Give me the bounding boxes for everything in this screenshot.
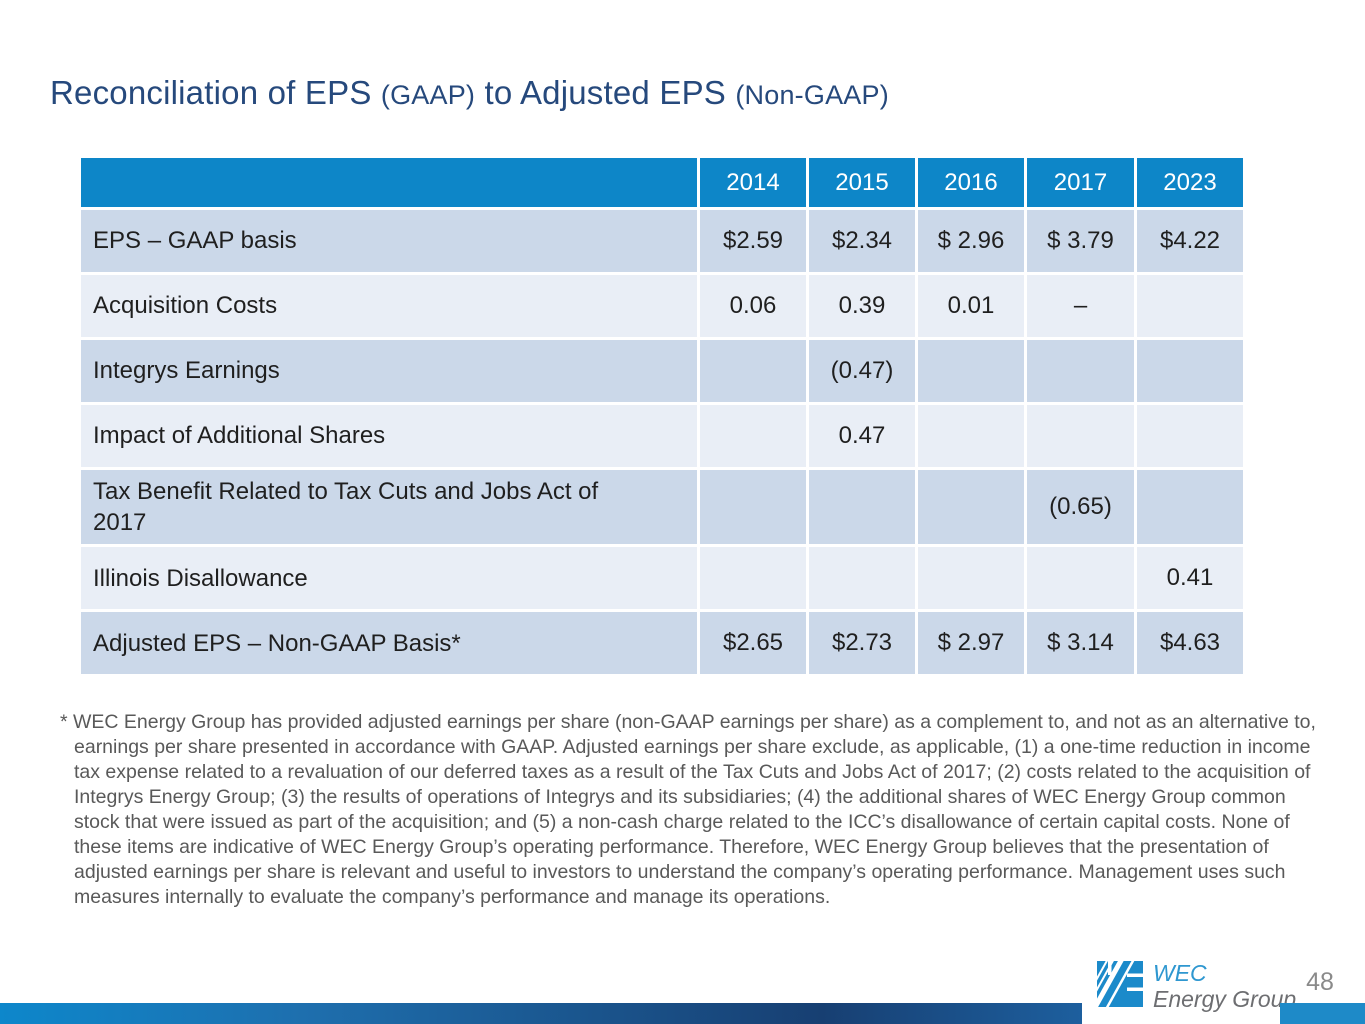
logo-text-wec: WEC xyxy=(1153,960,1207,986)
cell-value xyxy=(915,544,1027,613)
cell-value xyxy=(697,337,809,405)
cell-value: $2.65 xyxy=(697,609,809,678)
row-label: Integrys Earnings xyxy=(78,337,700,405)
header-blank-cell xyxy=(78,155,700,210)
wec-energy-group-logo: WEC Energy Group xyxy=(1078,955,1297,1014)
cell-value: $4.22 xyxy=(1134,207,1246,275)
row-label: Illinois Disallowance xyxy=(78,544,700,613)
table-row: Adjusted EPS – Non-GAAP Basis* $2.65 $2.73… xyxy=(78,609,1246,678)
logo-text-energy-group: Energy Group xyxy=(1153,986,1297,1012)
cell-value xyxy=(806,466,918,548)
column-header-2016: 2016 xyxy=(915,155,1027,210)
cell-value xyxy=(915,337,1027,405)
table-row: Tax Benefit Related to Tax Cuts and Jobs… xyxy=(78,466,1246,548)
cell-value: $ 2.97 xyxy=(915,609,1027,678)
cell-value: 0.01 xyxy=(915,272,1027,340)
page-title: Reconciliation of EPS (GAAP) to Adjusted… xyxy=(50,74,889,112)
cell-value xyxy=(1134,402,1246,470)
cell-value: $ 2.96 xyxy=(915,207,1027,275)
cell-value: $2.73 xyxy=(806,609,918,678)
table-row: Illinois Disallowance 0.41 xyxy=(78,544,1246,613)
cell-value xyxy=(1134,272,1246,340)
bottom-bar-right-segment xyxy=(1280,1003,1365,1024)
column-header-2023: 2023 xyxy=(1134,155,1246,210)
cell-value xyxy=(915,402,1027,470)
cell-value: 0.41 xyxy=(1134,544,1246,613)
cell-value: 0.47 xyxy=(806,402,918,470)
wec-logo-mark-icon xyxy=(1078,955,1143,1014)
cell-value: 0.06 xyxy=(697,272,809,340)
table-row: EPS – GAAP basis $2.59 $2.34 $ 2.96 $ 3.79 $4… xyxy=(78,207,1246,275)
table-row: Integrys Earnings (0.47) xyxy=(78,337,1246,405)
bottom-bar-gradient xyxy=(0,1003,1082,1024)
cell-value xyxy=(915,466,1027,548)
logo-wordmark: WEC Energy Group xyxy=(1153,962,1296,1014)
cell-value xyxy=(1024,337,1137,405)
cell-value xyxy=(1024,402,1137,470)
title-main-2: to Adjusted EPS xyxy=(475,74,736,111)
cell-value: $2.59 xyxy=(697,207,809,275)
cell-value: $ 3.14 xyxy=(1024,609,1137,678)
footnote: * WEC Energy Group has provided adjusted… xyxy=(60,711,1316,908)
cell-value xyxy=(697,466,809,548)
row-label: Adjusted EPS – Non-GAAP Basis* xyxy=(78,609,700,678)
row-label: Impact of Additional Shares xyxy=(78,402,700,470)
row-label: Acquisition Costs xyxy=(78,272,700,340)
cell-value: – xyxy=(1024,272,1137,340)
table-row: Impact of Additional Shares 0.47 xyxy=(78,402,1246,470)
title-non-gaap: (Non-GAAP) xyxy=(735,80,889,110)
eps-reconciliation-table: 2014 2015 2016 2017 2023 EPS – GAAP basis $2.… xyxy=(78,155,1246,678)
column-header-2014: 2014 xyxy=(697,155,809,210)
cell-value xyxy=(806,544,918,613)
cell-value xyxy=(697,544,809,613)
cell-value xyxy=(1134,337,1246,405)
table-body: EPS – GAAP basis $2.59 $2.34 $ 2.96 $ 3.79 $4… xyxy=(78,207,1246,678)
page-number: 48 xyxy=(1306,968,1334,996)
cell-value: (0.65) xyxy=(1024,466,1137,548)
cell-value: $ 3.79 xyxy=(1024,207,1137,275)
column-header-2015: 2015 xyxy=(806,155,918,210)
table-row: Acquisition Costs 0.06 0.39 0.01– xyxy=(78,272,1246,340)
cell-value xyxy=(1024,544,1137,613)
title-gaap: (GAAP) xyxy=(380,80,476,110)
cell-value: $2.34 xyxy=(806,207,918,275)
cell-value xyxy=(1134,466,1246,548)
cell-value: (0.47) xyxy=(806,337,918,405)
cell-value: $4.63 xyxy=(1134,609,1246,678)
cell-value xyxy=(697,402,809,470)
column-header-2017: 2017 xyxy=(1024,155,1137,210)
title-main-1: Reconciliation of EPS xyxy=(50,74,381,111)
row-label: Tax Benefit Related to Tax Cuts and Jobs… xyxy=(78,466,700,548)
table-header-row: 2014 2015 2016 2017 2023 xyxy=(78,155,1246,210)
cell-value: 0.39 xyxy=(806,272,918,340)
row-label: EPS – GAAP basis xyxy=(78,207,700,275)
